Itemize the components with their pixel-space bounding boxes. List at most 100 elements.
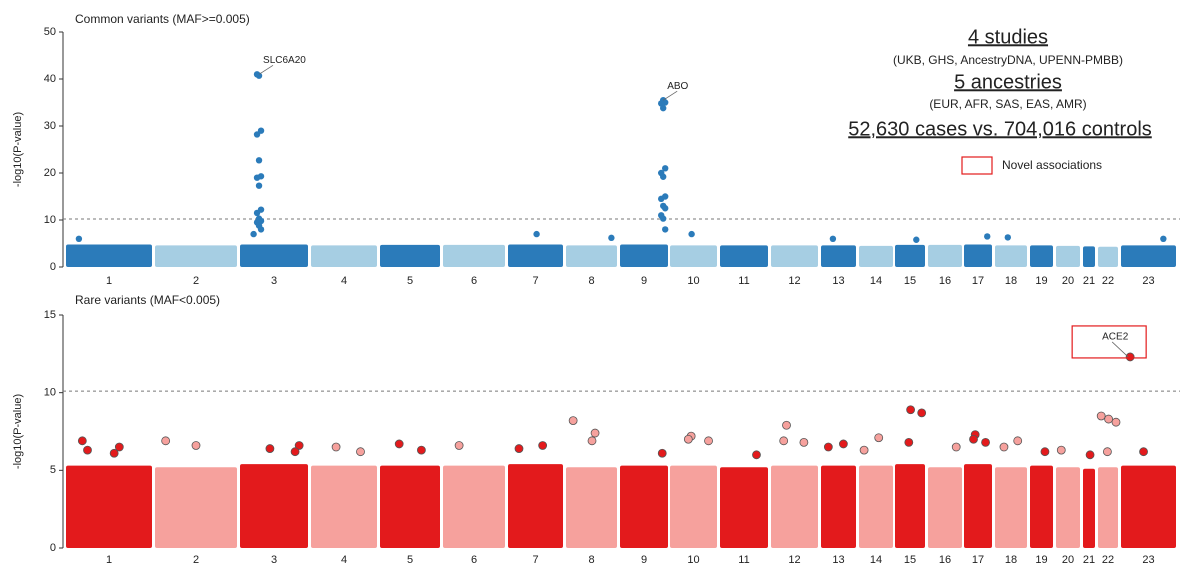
x-tick-label: 14 — [870, 554, 882, 565]
header-study-list: (UKB, GHS, AncestryDNA, UPENN-PMBB) — [893, 53, 1123, 67]
chromosome-bulk — [1056, 245, 1080, 267]
chromosome-bulk — [566, 245, 617, 267]
annotation-leader — [662, 90, 678, 101]
peak-point — [1104, 414, 1113, 424]
peak-point — [257, 127, 265, 134]
y-tick-label: 20 — [44, 167, 56, 179]
peak-point — [704, 436, 713, 446]
peak-point — [1096, 411, 1106, 421]
peak-point — [913, 236, 920, 243]
panel-title: Rare variants (MAF<0.005) — [75, 293, 220, 307]
peak-point — [859, 445, 869, 455]
x-tick-label: 11 — [738, 275, 749, 287]
peak-point — [83, 445, 92, 455]
x-tick-label: 13 — [832, 275, 844, 287]
chromosome-bulk — [380, 465, 440, 548]
peak-point — [587, 436, 597, 446]
peak-point — [161, 436, 171, 446]
peak-point — [1125, 352, 1135, 362]
peak-point — [660, 215, 667, 222]
peak-point — [265, 444, 275, 453]
chromosome-bulk — [859, 245, 893, 267]
x-tick-label: 9 — [641, 275, 647, 287]
x-tick-label: 12 — [788, 275, 800, 287]
peak-point — [257, 226, 265, 233]
peak-point — [823, 442, 833, 452]
legend-label: Novel associations — [1002, 158, 1102, 172]
y-axis-label: -log10(P-value) — [12, 394, 24, 469]
y-tick-label: 30 — [44, 120, 56, 132]
annotation-label: SLC6A20 — [263, 55, 306, 66]
chromosome-bulk — [155, 467, 237, 548]
peak-point — [394, 439, 404, 449]
peak-point — [904, 437, 914, 447]
header-ancestries: 5 ancestries — [954, 71, 1062, 93]
peak-point — [590, 428, 600, 438]
peak-point — [416, 445, 426, 455]
peak-point — [514, 444, 524, 453]
header-sample: 52,630 cases vs. 704,016 controls — [848, 118, 1152, 140]
chromosome-bulk — [720, 467, 768, 548]
peak-point — [779, 436, 789, 446]
chromosome-bulk — [443, 244, 505, 267]
peak-point — [874, 433, 884, 443]
peak-point — [294, 441, 304, 450]
chromosome-bulk — [155, 245, 237, 267]
peak-point — [1013, 436, 1023, 446]
peak-point — [331, 442, 341, 452]
x-tick-label: 6 — [471, 275, 477, 287]
peak-point — [981, 437, 990, 447]
x-tick-label: 19 — [1035, 275, 1047, 287]
peak-point — [255, 72, 263, 79]
peak-point — [999, 442, 1009, 452]
x-tick-label: 20 — [1062, 554, 1074, 565]
y-tick-label: 10 — [44, 214, 56, 226]
peak-point — [1056, 445, 1066, 455]
peak-point — [1160, 235, 1167, 242]
chromosome-bulk — [508, 244, 563, 267]
chromosome-bulk — [928, 244, 962, 267]
peak-point — [250, 230, 257, 238]
peak-point — [951, 442, 961, 452]
chromosome-bulk — [720, 245, 768, 267]
annotation-label: ABO — [667, 81, 688, 92]
x-tick-label: 3 — [271, 275, 277, 287]
chromosome-bulk — [895, 244, 925, 267]
peak-point — [1111, 417, 1121, 427]
peak-point — [1004, 234, 1011, 241]
chromosome-bulk — [240, 244, 308, 267]
peak-point — [658, 195, 665, 203]
chromosome-bulk — [928, 467, 962, 548]
annotation-leader — [258, 64, 274, 75]
peak-point — [608, 234, 615, 242]
peak-point — [829, 235, 837, 242]
peak-point — [255, 182, 263, 189]
y-tick-label: 5 — [50, 464, 56, 476]
chromosome-bulk — [311, 465, 377, 548]
peak-point — [454, 441, 464, 450]
peak-point — [688, 230, 695, 238]
x-tick-label: 18 — [1005, 554, 1017, 565]
peak-point — [77, 436, 87, 446]
x-tick-label: 7 — [532, 554, 538, 565]
peak-point — [984, 233, 991, 240]
x-tick-label: 1 — [106, 554, 112, 565]
chromosome-bulk — [859, 465, 893, 548]
chromosome-bulk — [1030, 465, 1053, 548]
chromosome-bulk — [66, 244, 152, 267]
chromosome-bulk — [821, 465, 856, 548]
peak-point — [253, 174, 261, 181]
peak-point — [253, 209, 261, 217]
peak-point — [533, 230, 540, 238]
x-tick-label: 23 — [1142, 554, 1154, 565]
peak-point — [1040, 447, 1050, 457]
x-tick-label: 5 — [407, 275, 413, 287]
x-tick-label: 21 — [1083, 275, 1095, 287]
header-ancestry-list: (EUR, AFR, SAS, EAS, AMR) — [929, 97, 1086, 111]
peak-point — [752, 450, 761, 460]
chromosome-bulk — [66, 465, 152, 548]
chromosome-bulk — [620, 465, 668, 548]
x-tick-label: 18 — [1005, 275, 1017, 287]
x-tick-label: 6 — [471, 554, 477, 565]
